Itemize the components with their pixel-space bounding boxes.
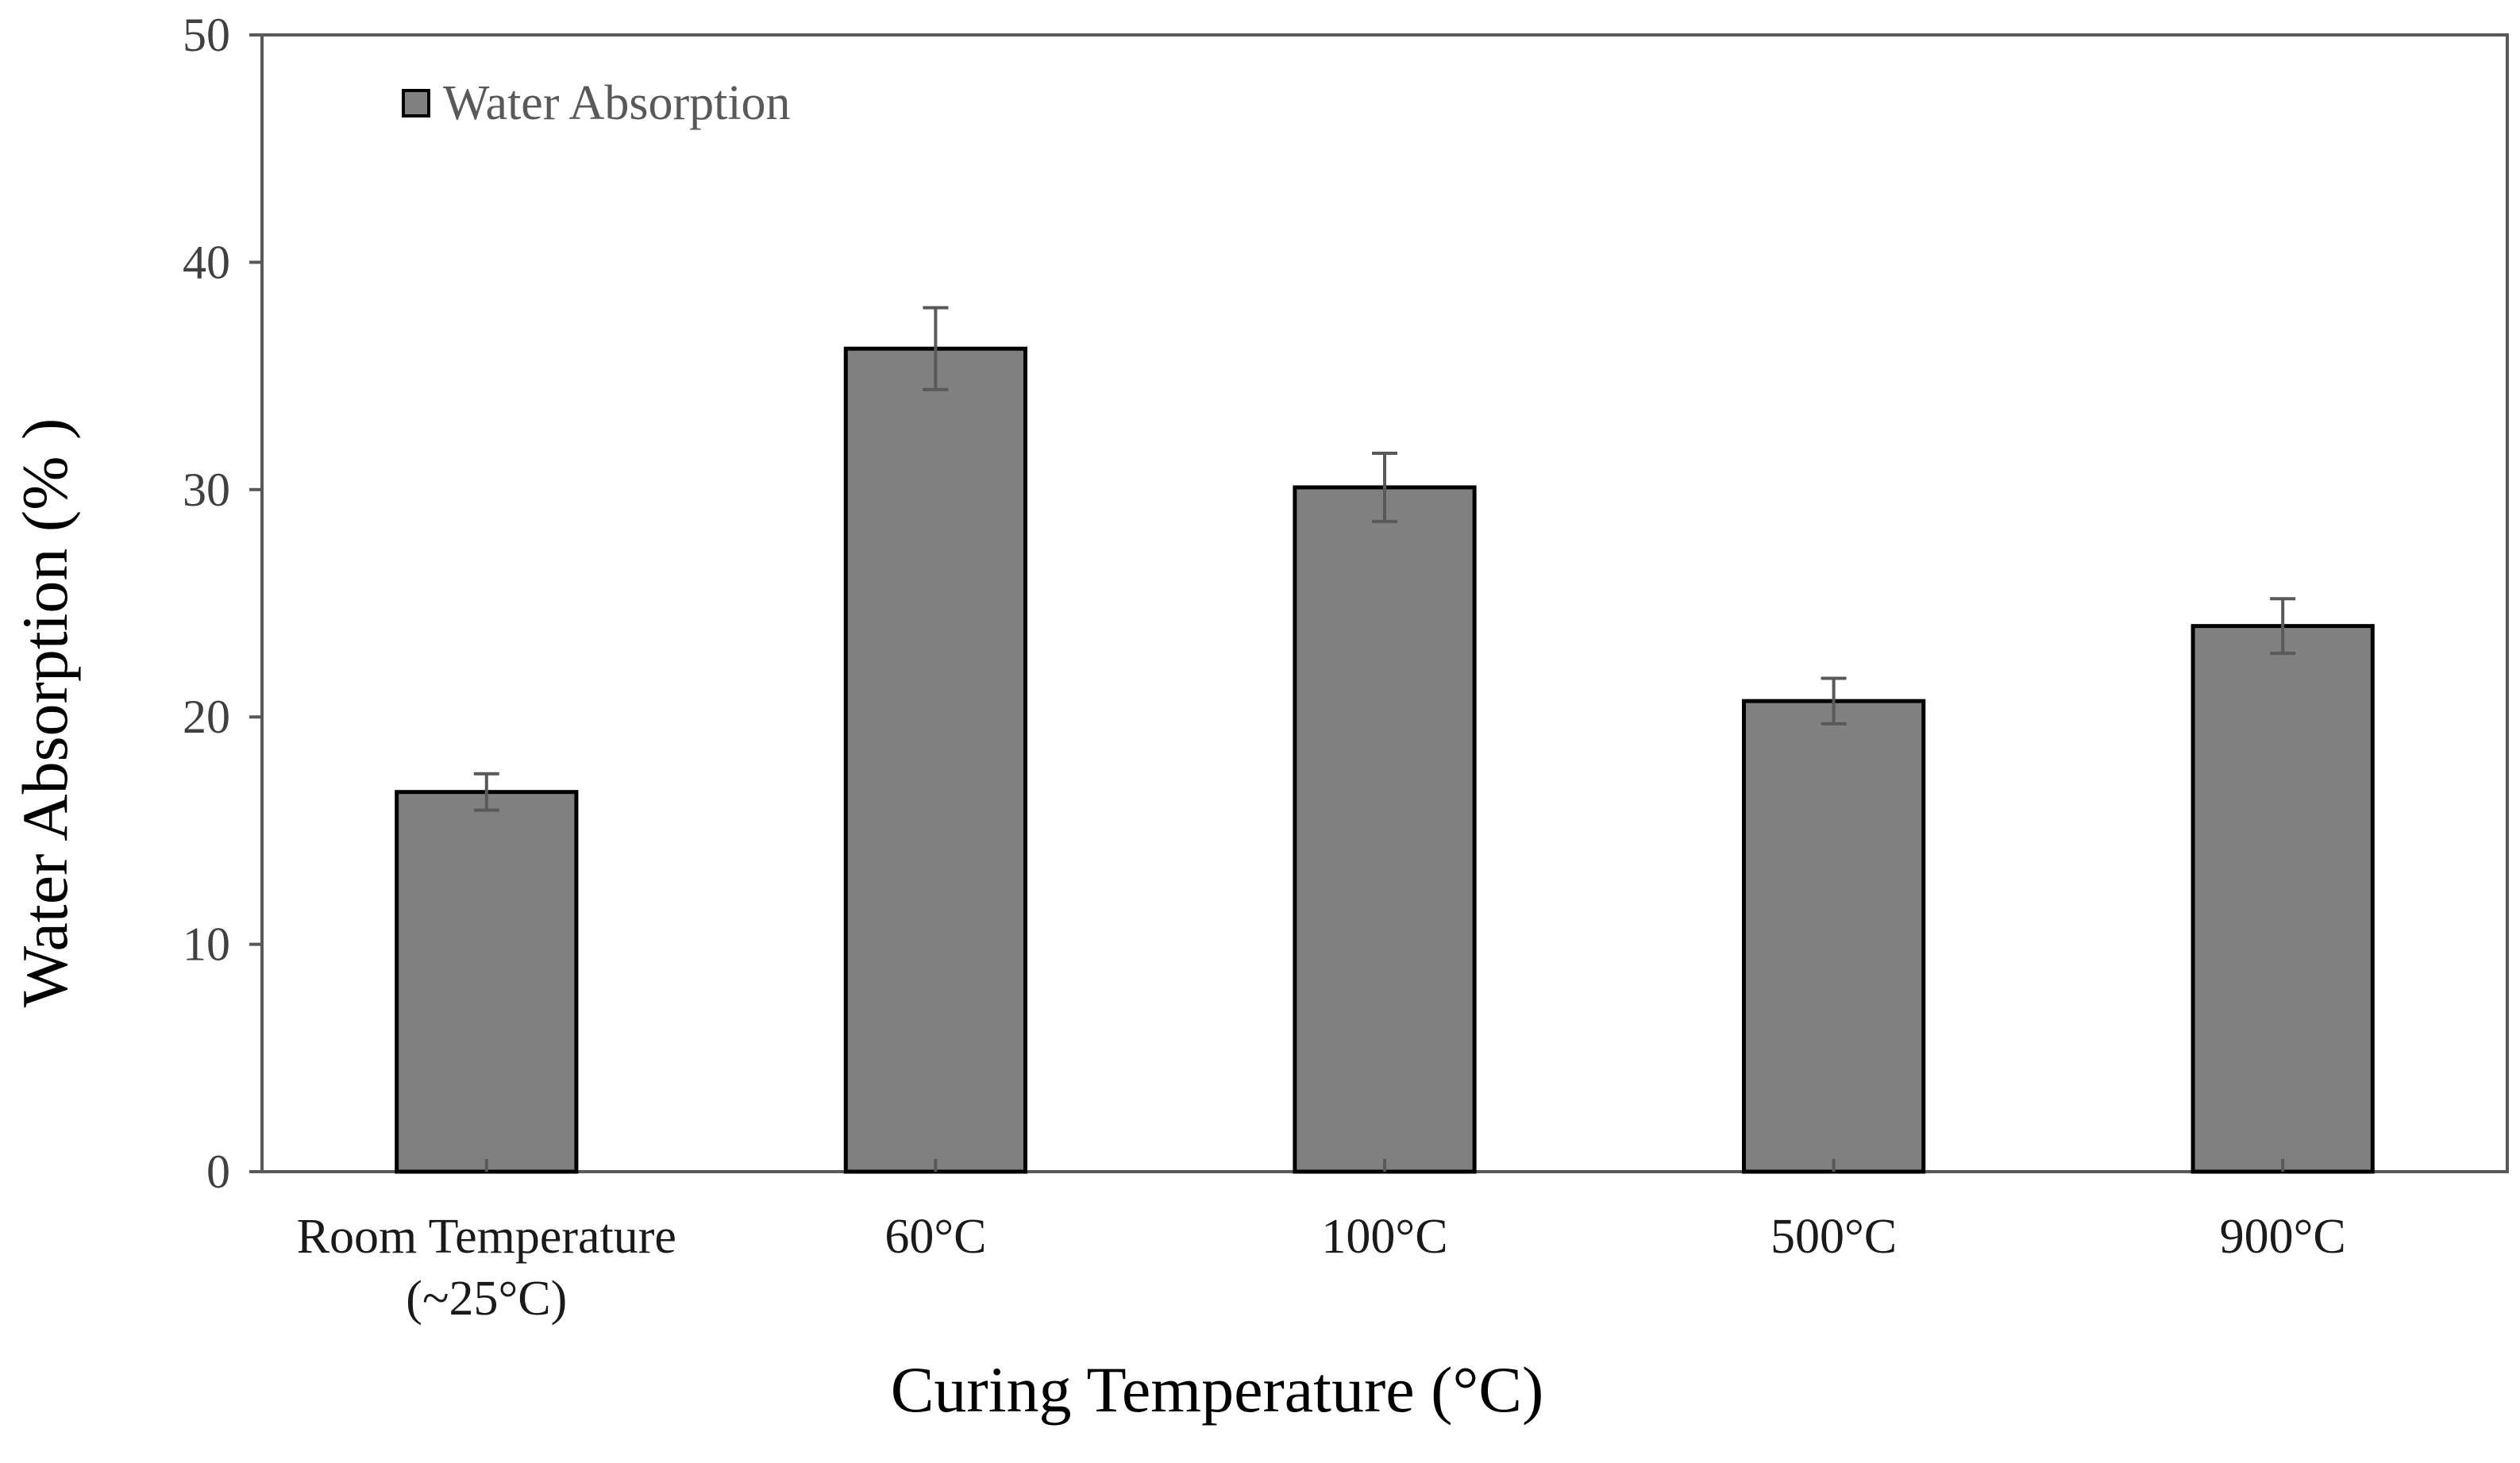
y-tick-label: 30	[183, 464, 230, 516]
bar	[843, 346, 1028, 1174]
error-bar	[1821, 676, 1847, 726]
bar	[2191, 624, 2375, 1174]
y-tick-label: 50	[183, 9, 230, 61]
error-bar	[1372, 451, 1397, 523]
y-tick-label: 20	[183, 691, 230, 743]
legend-label: Water Absorption	[443, 76, 791, 130]
legend-swatch	[402, 89, 430, 117]
bar	[395, 790, 579, 1174]
x-category-label: 100°C	[1321, 1210, 1447, 1264]
y-tick-label: 10	[183, 918, 230, 971]
error-bar	[923, 306, 949, 391]
error-bar	[2270, 597, 2296, 656]
y-tick-label: 40	[183, 236, 230, 288]
x-category-label: 900°C	[2220, 1210, 2346, 1264]
error-bar	[473, 772, 499, 812]
x-axis-title: Curing Temperature (°C)	[891, 1353, 1544, 1426]
bar	[1741, 699, 1926, 1174]
legend: Water Absorption	[402, 76, 791, 130]
bar	[1293, 485, 1477, 1174]
x-category-label: 60°C	[884, 1210, 986, 1264]
x-category-label: 500°C	[1771, 1210, 1897, 1264]
y-tick-label: 0	[206, 1145, 230, 1198]
x-category-label: Room Temperature (~25°C)	[297, 1210, 676, 1326]
y-axis-title: Water Absorption (% )	[9, 418, 81, 1008]
